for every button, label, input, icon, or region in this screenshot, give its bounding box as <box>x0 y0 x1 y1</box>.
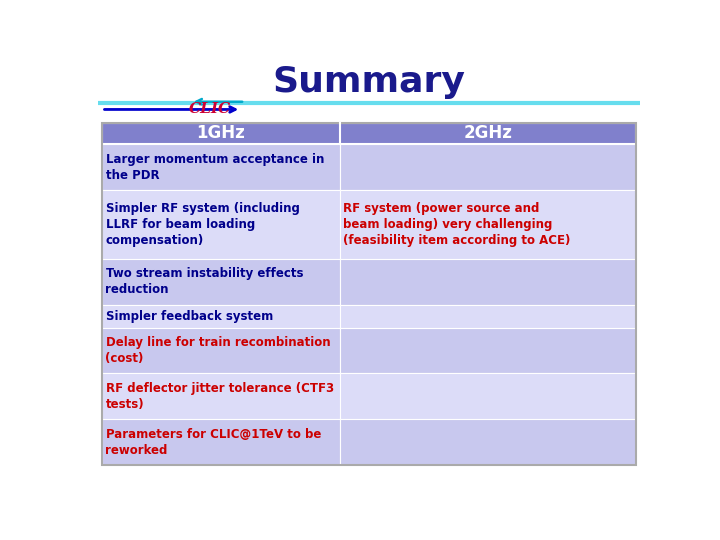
Text: 1GHz: 1GHz <box>197 124 245 143</box>
Text: RF system (power source and
beam loading) very challenging
(feasibility item acc: RF system (power source and beam loading… <box>343 202 571 247</box>
Text: Simpler RF system (including
LLRF for beam loading
compensation): Simpler RF system (including LLRF for be… <box>106 202 300 247</box>
Bar <box>340 144 636 190</box>
Bar <box>102 123 636 465</box>
Bar <box>340 190 636 259</box>
Text: Two stream instability effects
reduction: Two stream instability effects reduction <box>106 267 303 296</box>
Bar <box>102 259 340 305</box>
Bar <box>340 305 636 328</box>
Bar <box>102 420 340 465</box>
Text: Delay line for train recombination
(cost): Delay line for train recombination (cost… <box>106 336 330 365</box>
Text: RF deflector jitter tolerance (CTF3
tests): RF deflector jitter tolerance (CTF3 test… <box>106 382 333 411</box>
Text: Parameters for CLIC@1TeV to be
reworked: Parameters for CLIC@1TeV to be reworked <box>106 428 321 457</box>
Bar <box>102 123 636 144</box>
Bar <box>340 328 636 374</box>
Text: Larger momentum acceptance in
the PDR: Larger momentum acceptance in the PDR <box>106 152 324 181</box>
Bar <box>340 374 636 420</box>
Bar <box>102 374 340 420</box>
Bar <box>102 190 340 259</box>
Text: 2GHz: 2GHz <box>464 124 513 143</box>
Bar <box>102 305 340 328</box>
Text: CLIC: CLIC <box>189 103 231 117</box>
Text: Simpler feedback system: Simpler feedback system <box>106 309 273 322</box>
Bar <box>340 420 636 465</box>
Text: Summary: Summary <box>273 65 465 99</box>
Bar <box>102 328 340 374</box>
Bar <box>102 144 340 190</box>
Bar <box>340 259 636 305</box>
